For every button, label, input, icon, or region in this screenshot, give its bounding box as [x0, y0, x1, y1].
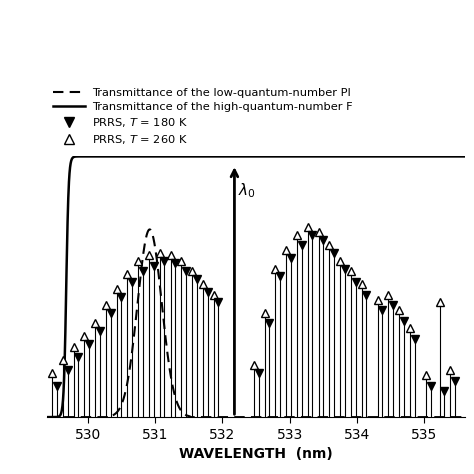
Legend: Transmittance of the low-quantum-number Pl, Transmittance of the high-quantum-nu: Transmittance of the low-quantum-number …: [53, 88, 353, 146]
Text: $\lambda_0$: $\lambda_0$: [238, 181, 256, 200]
X-axis label: WAVELENGTH  (nm): WAVELENGTH (nm): [179, 447, 333, 461]
